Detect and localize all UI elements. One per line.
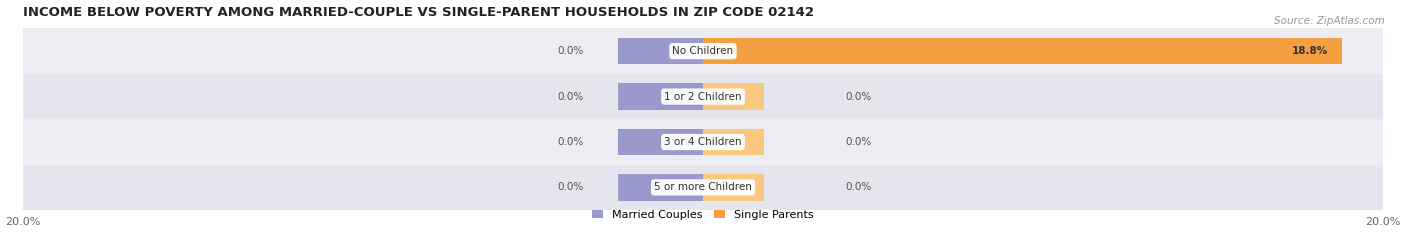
Text: 1 or 2 Children: 1 or 2 Children xyxy=(664,92,742,102)
Bar xyxy=(703,83,765,110)
Text: No Children: No Children xyxy=(672,46,734,56)
Bar xyxy=(703,129,765,155)
Text: 0.0%: 0.0% xyxy=(846,92,872,102)
Text: 0.0%: 0.0% xyxy=(558,182,583,192)
Bar xyxy=(24,165,1382,210)
Text: 0.0%: 0.0% xyxy=(558,137,583,147)
Bar xyxy=(24,28,1382,74)
Text: 18.8%: 18.8% xyxy=(1292,46,1329,56)
Bar xyxy=(703,174,765,201)
Bar xyxy=(619,129,703,155)
Text: 0.0%: 0.0% xyxy=(558,92,583,102)
Bar xyxy=(24,119,1382,165)
Text: 5 or more Children: 5 or more Children xyxy=(654,182,752,192)
Text: INCOME BELOW POVERTY AMONG MARRIED-COUPLE VS SINGLE-PARENT HOUSEHOLDS IN ZIP COD: INCOME BELOW POVERTY AMONG MARRIED-COUPL… xyxy=(24,6,814,19)
Text: 0.0%: 0.0% xyxy=(846,137,872,147)
Text: 3 or 4 Children: 3 or 4 Children xyxy=(664,137,742,147)
Bar xyxy=(619,83,703,110)
Bar xyxy=(24,74,1382,119)
Bar xyxy=(619,38,703,64)
Text: Source: ZipAtlas.com: Source: ZipAtlas.com xyxy=(1274,16,1385,26)
Text: 0.0%: 0.0% xyxy=(558,46,583,56)
Text: 0.0%: 0.0% xyxy=(846,182,872,192)
Bar xyxy=(703,38,1341,64)
Bar xyxy=(619,174,703,201)
Legend: Married Couples, Single Parents: Married Couples, Single Parents xyxy=(588,205,818,224)
